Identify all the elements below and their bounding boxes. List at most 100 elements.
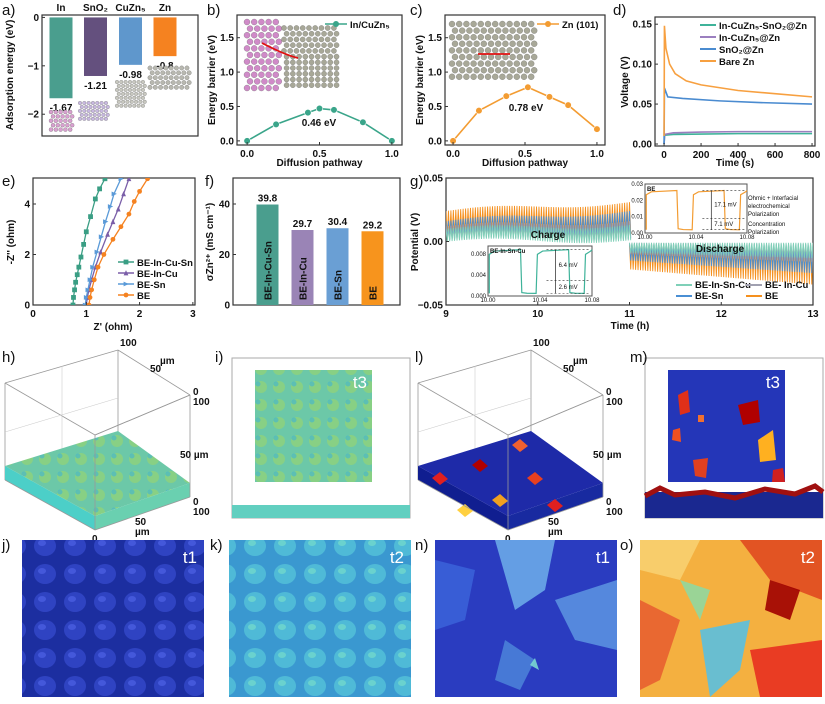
y-tick-label: 0 <box>224 301 230 312</box>
atom <box>91 116 95 121</box>
atom <box>327 59 334 66</box>
panel-label-i: i) <box>215 349 223 366</box>
hotspot <box>527 472 543 485</box>
panel-label-e: e) <box>2 173 15 190</box>
atom <box>179 65 185 71</box>
atom <box>296 59 302 66</box>
atom <box>321 59 327 66</box>
data-point <box>315 104 324 113</box>
atom <box>125 99 130 104</box>
atom <box>132 80 137 84</box>
y-axis-label: Potential (V) <box>410 213 421 271</box>
atom <box>275 38 282 45</box>
atom <box>506 47 513 54</box>
atom <box>509 40 516 47</box>
atom <box>174 75 179 81</box>
atom <box>176 80 181 85</box>
atom <box>152 75 158 81</box>
inset-x-tick-label: 10.08 <box>739 235 755 241</box>
atom <box>261 65 268 72</box>
atom <box>456 73 463 80</box>
panel-label-k: k) <box>210 537 223 554</box>
legend-label: BE-Sn <box>695 291 724 302</box>
atom <box>499 60 506 67</box>
chart-a-frame <box>41 14 199 137</box>
atom <box>268 78 275 85</box>
hotspot <box>772 468 785 482</box>
atom <box>174 65 179 71</box>
time-label: t3 <box>353 373 367 392</box>
cube-edge <box>94 496 191 531</box>
data-point <box>73 279 79 285</box>
atom <box>281 36 287 43</box>
x-tick-label: 1.0 <box>590 149 604 160</box>
atom <box>499 34 506 41</box>
atom <box>58 127 63 132</box>
atom <box>315 30 321 37</box>
atom <box>63 118 68 123</box>
legend-label: Bare Zn <box>719 57 755 68</box>
atom <box>125 91 130 96</box>
category-label: Zn <box>159 3 171 14</box>
atom <box>258 32 265 39</box>
atom <box>509 67 516 74</box>
atom <box>331 36 337 43</box>
atom <box>470 60 477 67</box>
atom <box>448 20 456 28</box>
atom <box>296 82 302 88</box>
series-discharge <box>629 242 813 258</box>
atom <box>324 36 331 43</box>
atom <box>176 70 181 76</box>
atom <box>463 34 470 41</box>
atom <box>470 73 477 80</box>
atom <box>140 87 145 92</box>
data-point <box>98 234 105 240</box>
axis-label-3d: 50 µm <box>593 450 622 461</box>
x-tick-label: 0.5 <box>313 149 327 160</box>
atom <box>168 75 174 81</box>
atom <box>287 48 293 54</box>
contour-patch <box>640 600 680 690</box>
contour-patch <box>495 640 535 690</box>
panel-label-c: c) <box>410 2 423 19</box>
barrier-annotation: 0.78 eV <box>509 103 544 114</box>
atom <box>484 47 492 54</box>
atom <box>523 67 531 74</box>
atom <box>523 40 531 47</box>
data-point <box>81 242 87 247</box>
atom <box>484 20 492 28</box>
atom <box>149 80 155 85</box>
atom <box>246 25 254 32</box>
atom <box>97 112 102 117</box>
atom <box>531 53 538 61</box>
data-point <box>98 249 104 255</box>
data-point <box>545 93 554 101</box>
axis-label-3d: 100 <box>120 338 137 349</box>
atom <box>306 25 312 31</box>
atom <box>473 27 480 34</box>
atom <box>492 20 499 28</box>
atom <box>119 95 124 100</box>
atom <box>82 108 87 113</box>
contour-patch <box>555 580 617 650</box>
atom <box>155 70 160 76</box>
inset-trace <box>488 249 593 294</box>
y-axis-label: Energy barrier (eV) <box>415 35 426 125</box>
atom <box>327 53 334 60</box>
atom <box>333 53 340 60</box>
atom <box>243 84 251 92</box>
atom <box>487 27 495 34</box>
atom <box>528 60 535 67</box>
inset-x-tick-label: 10.04 <box>532 298 548 304</box>
inset-value-label: 6.4 mV <box>559 263 578 269</box>
atom <box>513 20 520 28</box>
atom <box>134 99 139 104</box>
atom <box>115 80 119 84</box>
atom <box>318 36 325 43</box>
atom <box>308 82 315 88</box>
data-point <box>103 219 109 225</box>
bar-category-label: BE-Sn <box>334 270 345 300</box>
bar-value-label: 39.8 <box>258 194 278 205</box>
